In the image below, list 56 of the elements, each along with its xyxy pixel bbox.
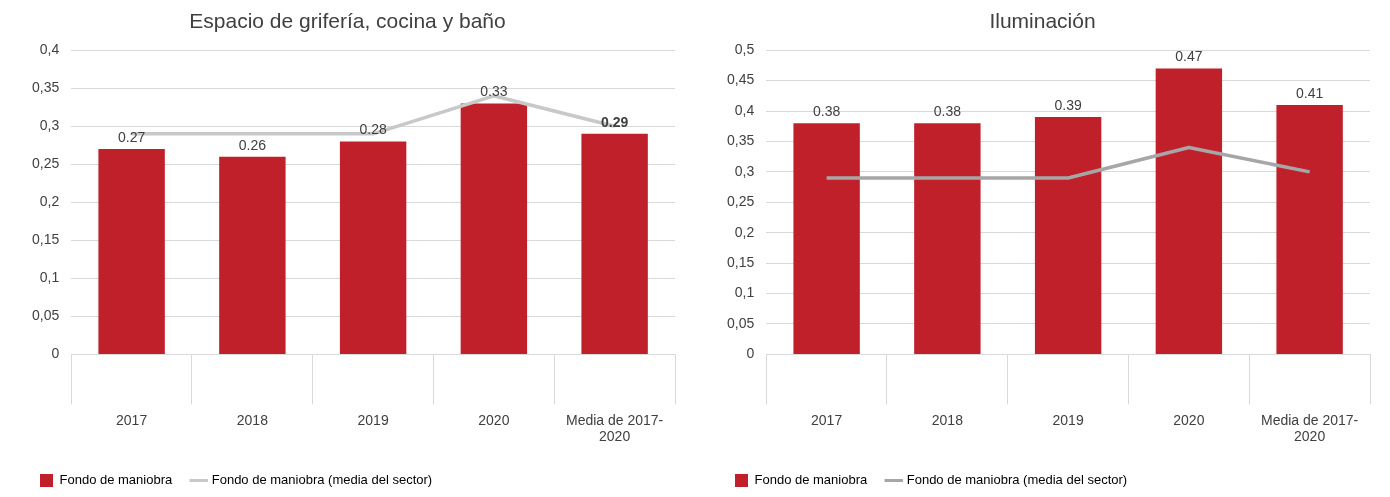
- y-tick-label: 0,1: [734, 284, 755, 301]
- y-tick-label: 0,05: [727, 314, 755, 331]
- data-label: 0.28: [359, 121, 387, 138]
- y-tick-label: 0,1: [39, 269, 60, 286]
- x-tick-label: 2019: [1052, 411, 1084, 428]
- y-tick-label: 0,05: [32, 307, 60, 324]
- x-tick-label: 2018: [236, 411, 269, 428]
- x-tick-label: 2017: [116, 411, 148, 428]
- data-label: 0.47: [1175, 48, 1203, 65]
- y-tick-label: 0: [51, 345, 60, 362]
- chart-title: Espacio de grifería, cocina y baño: [189, 9, 506, 33]
- y-tick-label: 0,15: [32, 231, 60, 248]
- y-tick-label: 0,25: [727, 193, 755, 210]
- y-tick-label: 0,3: [39, 117, 60, 134]
- y-tick-label: 0,35: [727, 132, 755, 149]
- x-tick-label: 2017: [811, 411, 843, 428]
- bar: [914, 123, 981, 354]
- y-tick-label: 0,3: [734, 162, 755, 179]
- data-label: 0.27: [118, 128, 146, 145]
- y-tick-label: 0,2: [734, 223, 755, 240]
- bar: [1034, 117, 1102, 354]
- bar: [581, 133, 648, 354]
- bar: [460, 103, 528, 354]
- data-label: 0.38: [813, 103, 841, 120]
- data-label: 0.41: [1296, 84, 1324, 101]
- x-tick-label: 2020: [478, 411, 510, 428]
- y-tick-label: 0,15: [727, 254, 755, 270]
- data-label: 0.39: [1054, 96, 1082, 113]
- bar: [219, 156, 286, 354]
- y-tick-label: 0,4: [39, 41, 60, 58]
- y-tick-label: 0,5: [734, 41, 755, 58]
- data-label: 0.26: [238, 136, 267, 153]
- y-tick-label: 0,4: [734, 101, 755, 118]
- bar: [339, 141, 407, 354]
- x-tick-label: Media de 2017-2020: [1260, 411, 1359, 445]
- y-tick-label: 0,2: [39, 193, 60, 210]
- y-tick-label: 0,25: [32, 155, 60, 172]
- legend-label: Fondo de maniobra (media del sector): [211, 472, 433, 488]
- data-label: 0.29: [601, 113, 629, 130]
- legend-label: Fondo de maniobra (media del sector): [906, 472, 1128, 488]
- x-tick-label: 2020: [1173, 411, 1205, 428]
- legend-label: Fondo de maniobra: [59, 472, 174, 488]
- y-tick-label: 0: [746, 345, 755, 362]
- bar: [1276, 104, 1343, 354]
- x-tick-label: Media de 2017-2020: [565, 411, 664, 445]
- data-label: 0.33: [480, 83, 508, 100]
- bar: [1155, 68, 1223, 354]
- x-tick-label: 2019: [357, 411, 389, 428]
- chart-title: Iluminación: [989, 9, 1096, 33]
- bar: [793, 123, 860, 354]
- x-tick-label: 2018: [931, 411, 964, 428]
- y-tick-label: 0,35: [32, 79, 60, 96]
- bar: [98, 149, 165, 354]
- legend-label: Fondo de maniobra: [754, 472, 869, 488]
- y-tick-label: 0,45: [727, 71, 755, 88]
- data-label: 0.38: [933, 103, 962, 120]
